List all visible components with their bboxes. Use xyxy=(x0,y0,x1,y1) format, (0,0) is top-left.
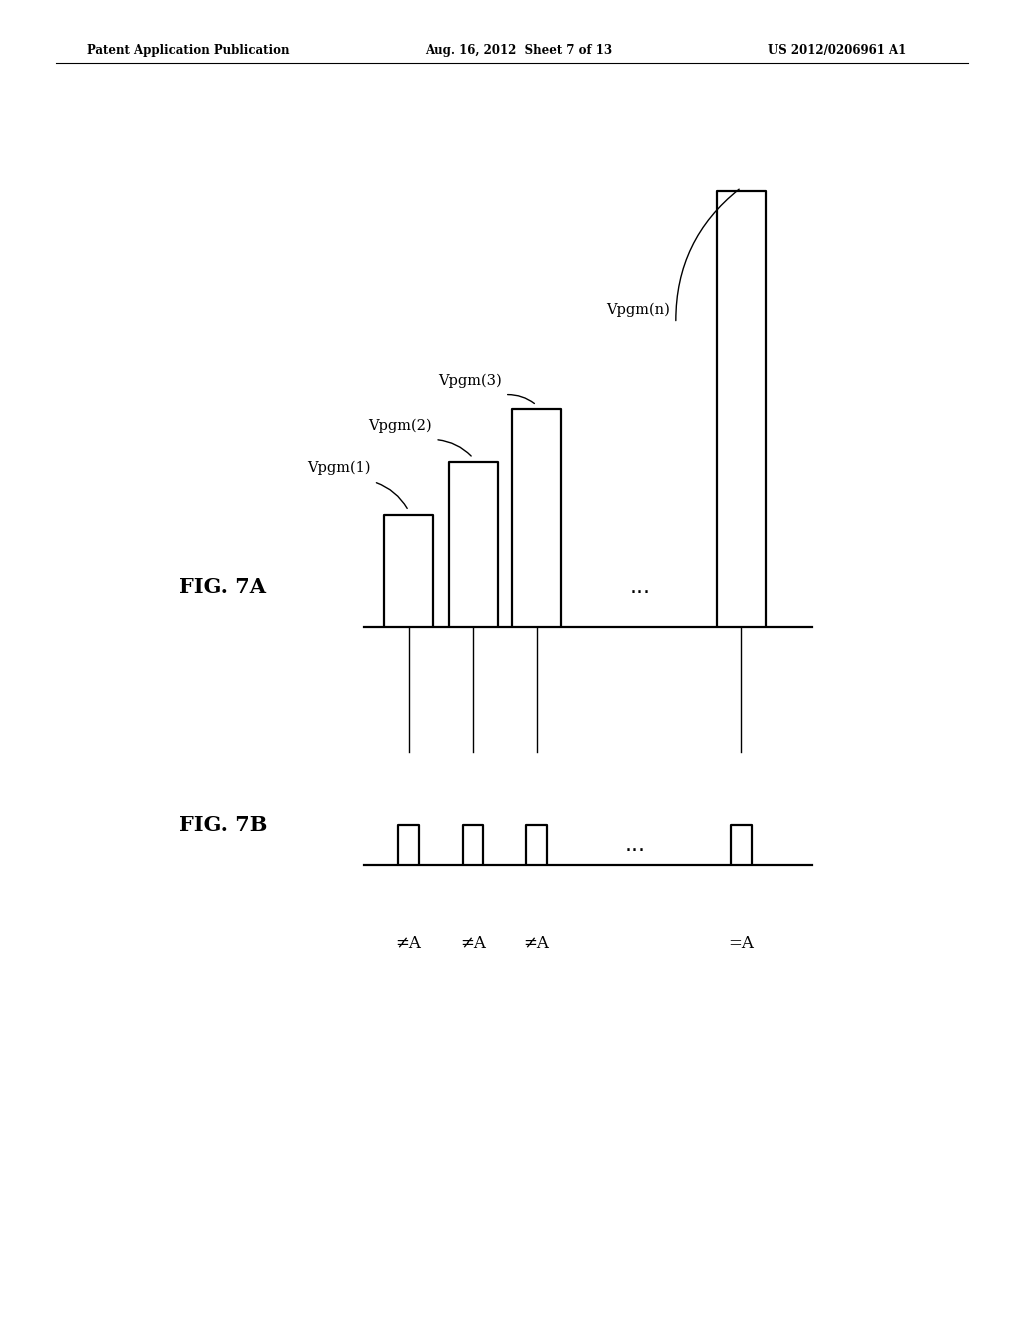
FancyArrowPatch shape xyxy=(438,440,471,455)
Text: Vpgm(n): Vpgm(n) xyxy=(606,302,670,317)
Text: Vpgm(1): Vpgm(1) xyxy=(307,461,371,475)
Text: ...: ... xyxy=(625,834,645,855)
Text: ≠A: ≠A xyxy=(460,936,486,952)
Text: ≠A: ≠A xyxy=(523,936,550,952)
Text: ...: ... xyxy=(630,577,650,598)
Text: =A: =A xyxy=(728,936,755,952)
Text: FIG. 7A: FIG. 7A xyxy=(179,577,266,598)
Text: Patent Application Publication: Patent Application Publication xyxy=(87,44,290,57)
Text: US 2012/0206961 A1: US 2012/0206961 A1 xyxy=(768,44,906,57)
FancyArrowPatch shape xyxy=(676,189,739,321)
Text: ≠A: ≠A xyxy=(395,936,422,952)
Text: FIG. 7B: FIG. 7B xyxy=(179,814,267,836)
Text: Aug. 16, 2012  Sheet 7 of 13: Aug. 16, 2012 Sheet 7 of 13 xyxy=(425,44,612,57)
FancyArrowPatch shape xyxy=(377,483,408,508)
Text: Vpgm(2): Vpgm(2) xyxy=(369,418,432,433)
Text: Vpgm(3): Vpgm(3) xyxy=(438,374,502,388)
FancyArrowPatch shape xyxy=(508,395,535,404)
